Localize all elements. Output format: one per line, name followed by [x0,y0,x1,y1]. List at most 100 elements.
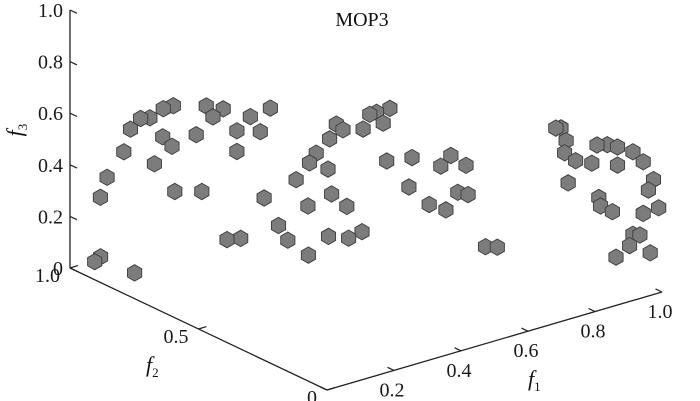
data-point-58 [460,185,476,204]
data-point-82 [609,156,626,174]
data-point-66 [604,202,620,221]
data-point-77 [609,138,626,156]
z-axis-subscript: 3 [15,124,30,131]
data-point-27 [256,189,272,207]
data-point-19 [205,108,221,126]
x-tick-mark-0 [320,386,328,391]
data-point-6 [122,120,139,138]
data-point-32 [301,154,318,172]
x-tick-mark-5 [655,288,663,293]
data-point-25 [252,122,268,141]
data-point-29 [280,231,296,249]
data-point-57 [458,156,474,175]
data-point-4 [99,168,115,187]
y-tick-mark-1 [198,326,207,330]
data-point-72 [651,199,667,217]
data-point-14 [167,182,183,201]
data-point-73 [640,181,656,199]
data-point-16 [219,230,235,249]
z-tick-label-4: 0.8 [38,52,63,74]
data-point-36 [341,229,357,247]
y-axis-symbol: f [146,352,155,377]
data-point-76 [625,143,641,161]
data-point-28 [270,216,287,235]
data-point-48 [382,99,398,118]
x-axis-line [326,291,663,391]
data-point-0 [87,252,103,271]
y-tick-mark-2 [69,265,79,269]
data-point-33 [300,197,316,215]
data-point-17 [188,125,204,144]
data-point-26 [262,99,278,117]
data-point-61 [560,174,576,192]
z-tick-label-5: 1.0 [38,0,63,22]
x-tick-mark-4 [588,307,596,313]
data-point-22 [233,229,249,248]
y-axis-label: f2 [146,352,159,380]
x-tick-mark-3 [521,327,529,332]
data-point-21 [229,122,245,140]
chart-title: MOP3 [335,9,388,31]
z-tick-mark-5 [69,9,78,14]
data-point-60 [489,238,505,256]
data-point-12 [155,128,171,146]
x-tick-label-1: 0.2 [380,379,405,401]
data-point-56 [443,146,459,165]
x-tick-label-0: 0 [320,399,330,401]
z-tick-label-3: 0.6 [38,103,63,125]
data-point-81 [608,248,624,266]
data-point-51 [401,178,417,196]
z-tick-mark-2 [69,164,78,169]
x-axis-subscript: 1 [534,379,541,394]
data-point-50 [404,148,420,167]
data-points [87,96,667,282]
data-point-69 [632,226,648,244]
data-point-11 [146,155,162,173]
data-point-71 [635,204,651,223]
data-point-38 [339,197,355,216]
y-tick-label-2: 1.0 [35,265,60,287]
y-axis-subscript: 2 [152,365,159,380]
data-point-45 [362,105,378,124]
x-tick-mark-2 [454,347,462,352]
data-point-5 [116,143,132,161]
z-tick-label-0: 0 [53,258,63,280]
data-point-31 [288,170,304,189]
z-axis-symbol: f [2,127,27,136]
data-point-64 [568,151,584,170]
z-tick-mark-4 [69,61,78,66]
data-point-52 [421,195,437,214]
x-tick-label-4: 0.8 [581,321,606,343]
data-point-70 [642,244,658,262]
x-tick-label-3: 0.6 [514,340,539,362]
data-point-23 [229,142,245,161]
x-tick-label-5: 1.0 [648,301,673,323]
data-point-80 [622,236,638,255]
data-point-2 [127,264,143,282]
data-point-30 [300,246,316,264]
y-tick-mark-0 [326,387,336,391]
y-tick-label-1: 0.5 [164,326,189,348]
axis-ticks: 00.20.40.60.81.000.51.000.20.40.60.81.0 [35,0,673,401]
z-tick-label-2: 0.4 [38,155,63,177]
data-point-47 [375,114,391,132]
z-tick-mark-1 [69,215,78,221]
data-point-79 [589,136,605,154]
data-point-3 [92,188,108,207]
z-tick-mark-3 [69,112,78,118]
data-point-13 [164,137,180,156]
data-point-83 [584,154,600,172]
data-point-65 [592,197,609,215]
z-tick-label-1: 0.2 [38,206,63,228]
z-tick-mark-0 [69,267,78,272]
y-tick-label-0: 0 [307,387,317,401]
data-point-55 [438,201,454,219]
x-tick-mark-1 [387,366,395,371]
data-point-49 [379,152,395,170]
data-point-53 [433,157,449,175]
x-axis-label: f1 [528,366,541,394]
data-point-44 [355,120,371,138]
x-tick-label-2: 0.4 [447,360,472,382]
data-point-34 [320,227,337,246]
